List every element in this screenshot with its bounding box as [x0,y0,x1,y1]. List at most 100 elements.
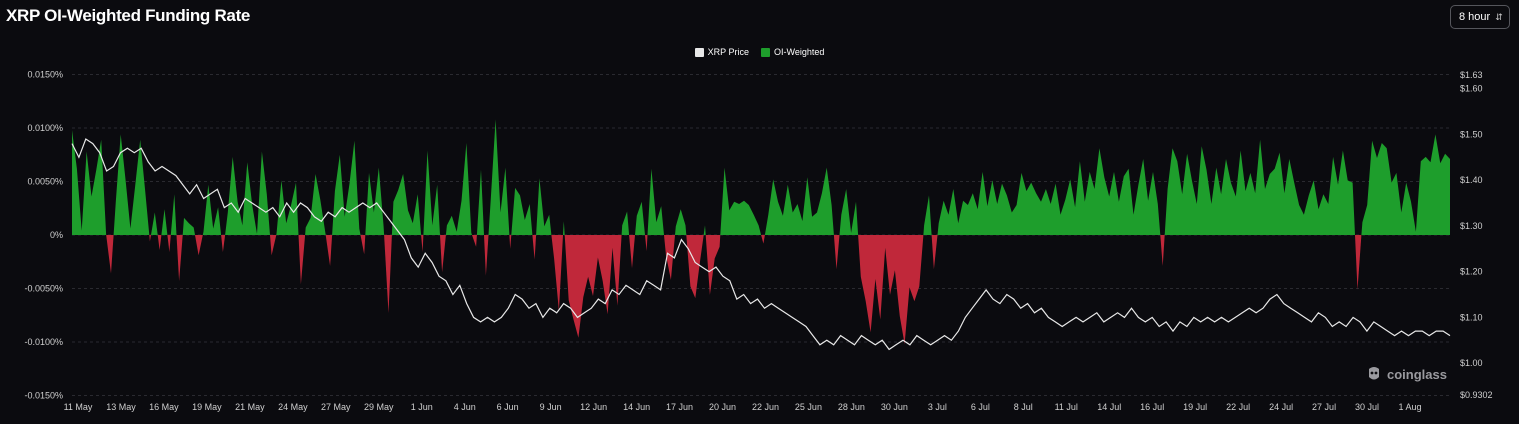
y-left-tick-label: -0.0100% [24,337,63,347]
y-left-tick-label: -0.0150% [24,391,63,401]
x-tick-label: 27 May [321,402,351,412]
x-tick-label: 28 Jun [838,402,865,412]
x-tick-label: 16 Jul [1140,402,1164,412]
x-tick-label: 12 Jun [580,402,607,412]
y-right-tick-label: $1.60 [1460,84,1483,94]
x-tick-label: 6 Jul [971,402,990,412]
funding-area-positive [923,195,932,235]
funding-area-negative [195,235,203,256]
legend-label-oi: OI-Weighted [774,47,825,57]
interval-select[interactable]: 8 hour ⇵ [1450,5,1510,29]
y-right-tick-label: $1.30 [1460,221,1483,231]
funding-area-positive [161,209,168,235]
legend-item-oi[interactable]: OI-Weighted [761,47,824,57]
funding-area-negative [298,235,306,285]
funding-area-negative [149,235,151,242]
x-tick-label: 27 Jul [1312,402,1336,412]
funding-area-positive [305,174,326,235]
y-right-tick-label: $1.50 [1460,129,1483,139]
funding-area-positive [202,184,222,235]
funding-area-positive [563,221,565,235]
x-tick-label: 3 Jul [928,402,947,412]
legend-item-price[interactable]: XRP Price [694,47,749,57]
y-right-tick-label: $1.10 [1460,312,1483,322]
funding-area-positive [511,187,533,235]
y-left-tick-label: 0.0150% [27,70,63,80]
funding-area-negative [858,235,924,345]
funding-area-negative [1160,235,1165,266]
page-title: XRP OI-Weighted Funding Rate [6,6,251,25]
funding-area-positive [488,119,510,235]
funding-area-negative [664,235,675,280]
x-tick-label: 20 Jun [709,402,736,412]
funding-area-negative [106,235,114,274]
x-tick-label: 14 Jun [623,402,650,412]
x-tick-label: 8 Jul [1014,402,1033,412]
x-tick-label: 24 Jul [1269,402,1293,412]
funding-area-positive [72,130,107,235]
y-right-tick-label: $1.40 [1460,175,1483,185]
funding-area-negative [384,235,392,314]
funding-area-negative [157,235,162,250]
funding-area-positive [1361,134,1450,235]
funding-area-positive [113,134,150,235]
funding-area-positive [764,167,834,235]
funding-area-positive [720,167,762,235]
x-tick-label: 13 May [106,402,136,412]
funding-area-negative [761,235,765,244]
funding-area-negative [176,235,183,281]
x-tick-label: 30 Jul [1355,402,1379,412]
funding-area-negative [564,235,622,338]
funding-area-negative [167,235,171,253]
funding-area-positive [365,167,385,235]
x-tick-label: 14 Jul [1097,402,1121,412]
x-tick-label: 1 Jun [411,402,433,412]
x-tick-label: 16 May [149,402,179,412]
x-tick-label: 29 May [364,402,394,412]
funding-area-negative [270,235,277,256]
watermark: coinglass [1366,365,1447,383]
funding-area-positive [332,140,361,235]
funding-area-positive [225,151,270,235]
funding-area-negative [629,235,635,269]
funding-area-positive [647,168,664,235]
y-left-tick-label: -0.0050% [24,284,63,294]
x-tick-label: 11 May [64,402,93,412]
funding-area-negative [532,235,537,260]
funding-area-positive [151,212,158,235]
x-tick-label: 21 May [235,402,265,412]
funding-area-negative [645,235,648,252]
funding-area-negative [833,235,840,270]
funding-area-positive [635,201,645,235]
x-tick-label: 1 Aug [1398,402,1421,412]
funding-area-positive [170,194,177,235]
y-right-tick-label: $1.00 [1460,358,1483,368]
x-tick-label: 19 Jul [1183,402,1207,412]
interval-value: 8 hour [1459,11,1491,23]
funding-area-positive [839,189,859,235]
funding-area-positive [423,150,440,235]
funding-area-negative [705,235,721,295]
x-tick-label: 30 Jun [881,402,908,412]
funding-area-positive [391,174,422,235]
funding-area-positive [937,148,1161,235]
funding-area-negative [421,235,424,253]
funding-area-positive [703,225,706,235]
chevron-updown-icon: ⇵ [1495,11,1503,22]
x-tick-label: 19 May [192,402,222,412]
watermark-text: coinglass [1387,366,1447,382]
funding-area-positive [182,217,195,235]
funding-area-negative [551,235,563,311]
funding-area-negative [509,235,512,249]
x-tick-label: 11 Jul [1055,402,1078,412]
funding-area-positive [276,180,299,235]
x-tick-label: 22 Jun [752,402,779,412]
chart-legend: XRP Price OI-Weighted [0,47,1519,57]
x-tick-label: 6 Jun [497,402,519,412]
x-tick-label: 22 Jul [1226,402,1250,412]
legend-swatch-oi [761,47,770,57]
funding-area-negative [472,235,477,247]
price-line [71,138,1451,351]
funding-area-positive [536,178,552,235]
